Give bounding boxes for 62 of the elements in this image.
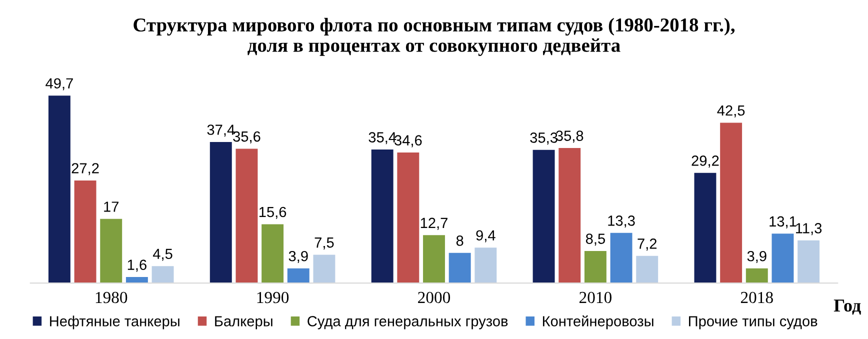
bar	[694, 172, 716, 284]
data-label: 3,9	[747, 250, 766, 264]
bar	[558, 148, 581, 284]
data-label: 12,7	[420, 218, 448, 230]
legend-label: Нефтяные танкеры	[50, 316, 180, 330]
data-label: 29,2	[692, 156, 719, 168]
bar	[236, 148, 258, 284]
bar	[610, 232, 632, 284]
data-label: 13,3	[608, 216, 635, 228]
data-label: 9,4	[476, 230, 496, 242]
data-label: 8,5	[586, 234, 605, 246]
data-label: 13,1	[770, 216, 796, 228]
data-label: 7,5	[314, 238, 334, 250]
bar	[746, 268, 768, 284]
bar	[100, 218, 122, 284]
data-label: 42,5	[717, 105, 745, 118]
data-label: 11,3	[796, 223, 822, 236]
bar	[474, 248, 497, 284]
data-label: 34,6	[394, 135, 422, 148]
bar	[371, 150, 394, 284]
bar	[287, 268, 310, 284]
bar	[798, 240, 820, 284]
bar	[720, 122, 742, 284]
bar	[423, 235, 445, 284]
bar	[397, 152, 420, 284]
x-tick-label: 2018	[740, 292, 773, 304]
bar	[448, 252, 471, 284]
legend-label: Балкеры	[215, 316, 272, 330]
data-label: 35,3	[530, 132, 558, 145]
bar	[152, 266, 174, 284]
data-label: 37,4	[207, 124, 235, 137]
x-tick-label: 2010	[580, 292, 612, 304]
data-label: 17	[104, 202, 118, 212]
data-label: 4,5	[152, 248, 172, 261]
bar	[636, 256, 658, 284]
bar	[48, 96, 70, 284]
bar	[74, 180, 96, 284]
data-label: 8	[456, 236, 464, 246]
legend-label: Суда для генеральных грузов	[308, 316, 508, 330]
data-label: 35,8	[556, 130, 584, 143]
bar	[772, 234, 794, 284]
x-axis-title: Год	[834, 300, 861, 315]
data-label: 7,2	[638, 238, 657, 251]
x-tick-label: 1980	[96, 292, 128, 304]
bar	[210, 142, 232, 284]
x-tick-label: 1990	[257, 292, 289, 304]
data-label: 49,7	[46, 78, 73, 90]
data-label: 1,6	[128, 260, 146, 272]
data-label: 35,4	[368, 132, 396, 144]
data-label: 3,9	[288, 250, 308, 264]
bar	[532, 150, 555, 284]
bar	[126, 277, 148, 284]
bar	[262, 224, 284, 284]
data-label: 35,6	[233, 131, 260, 144]
x-tick-label: 2000	[418, 292, 450, 304]
legend-label: Прочие типы судов	[689, 316, 818, 330]
legend-label: Контейнеровозы	[542, 315, 654, 330]
bar	[584, 251, 606, 284]
chart-title: Структура мирового флота по основным типам судов (1980-2018 гг.), доля в процентах от совокупного дедвейта	[134, 18, 735, 56]
data-label: 27,2	[72, 163, 99, 176]
bar	[313, 254, 336, 284]
data-label: 15,6	[259, 206, 286, 219]
